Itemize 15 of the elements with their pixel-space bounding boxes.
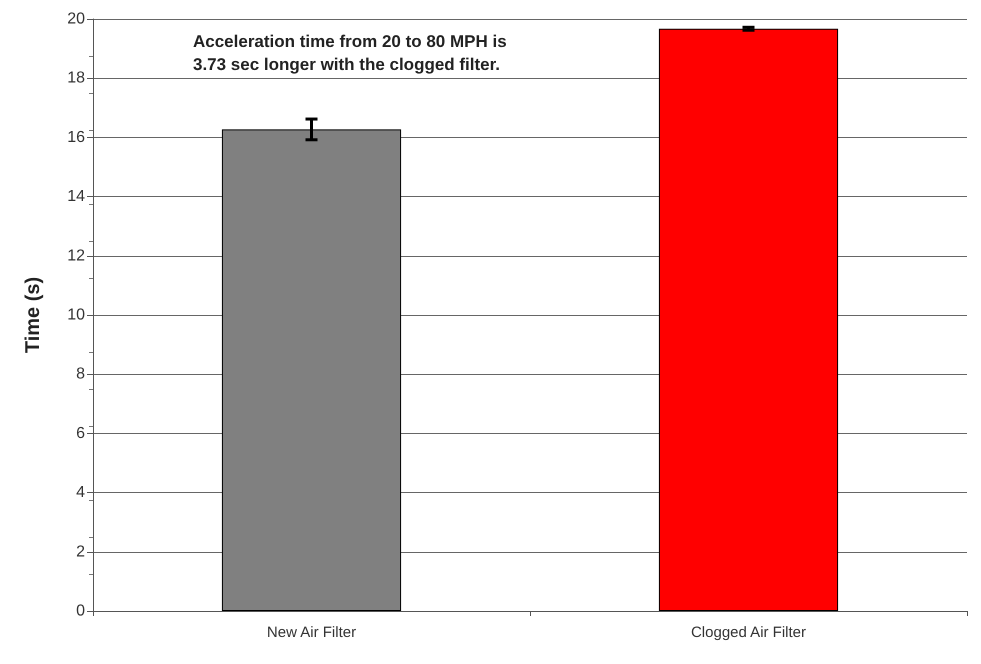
x-tick-label: Clogged Air Filter (690, 624, 806, 641)
y-tick-label: 20 (67, 10, 86, 28)
x-tick-label: New Air Filter (266, 624, 356, 641)
y-axis-title: Time (s) (22, 276, 44, 354)
y-tick-label: 14 (67, 188, 86, 206)
y-tick-label: 6 (76, 424, 86, 442)
y-tick-label: 18 (67, 70, 86, 87)
y-tick-label: 0 (76, 602, 86, 620)
y-tick-label: 2 (76, 543, 86, 560)
y-tick-label: 16 (67, 128, 86, 146)
y-tick-label: 8 (76, 366, 86, 383)
y-tick-label: 10 (67, 306, 86, 324)
y-tick-label: 4 (76, 484, 86, 502)
annotation: Acceleration time from 20 to 80 MPH is 3.73 sec longer with the clogged filter. (193, 32, 507, 74)
y-tick-label: 12 (67, 247, 86, 264)
